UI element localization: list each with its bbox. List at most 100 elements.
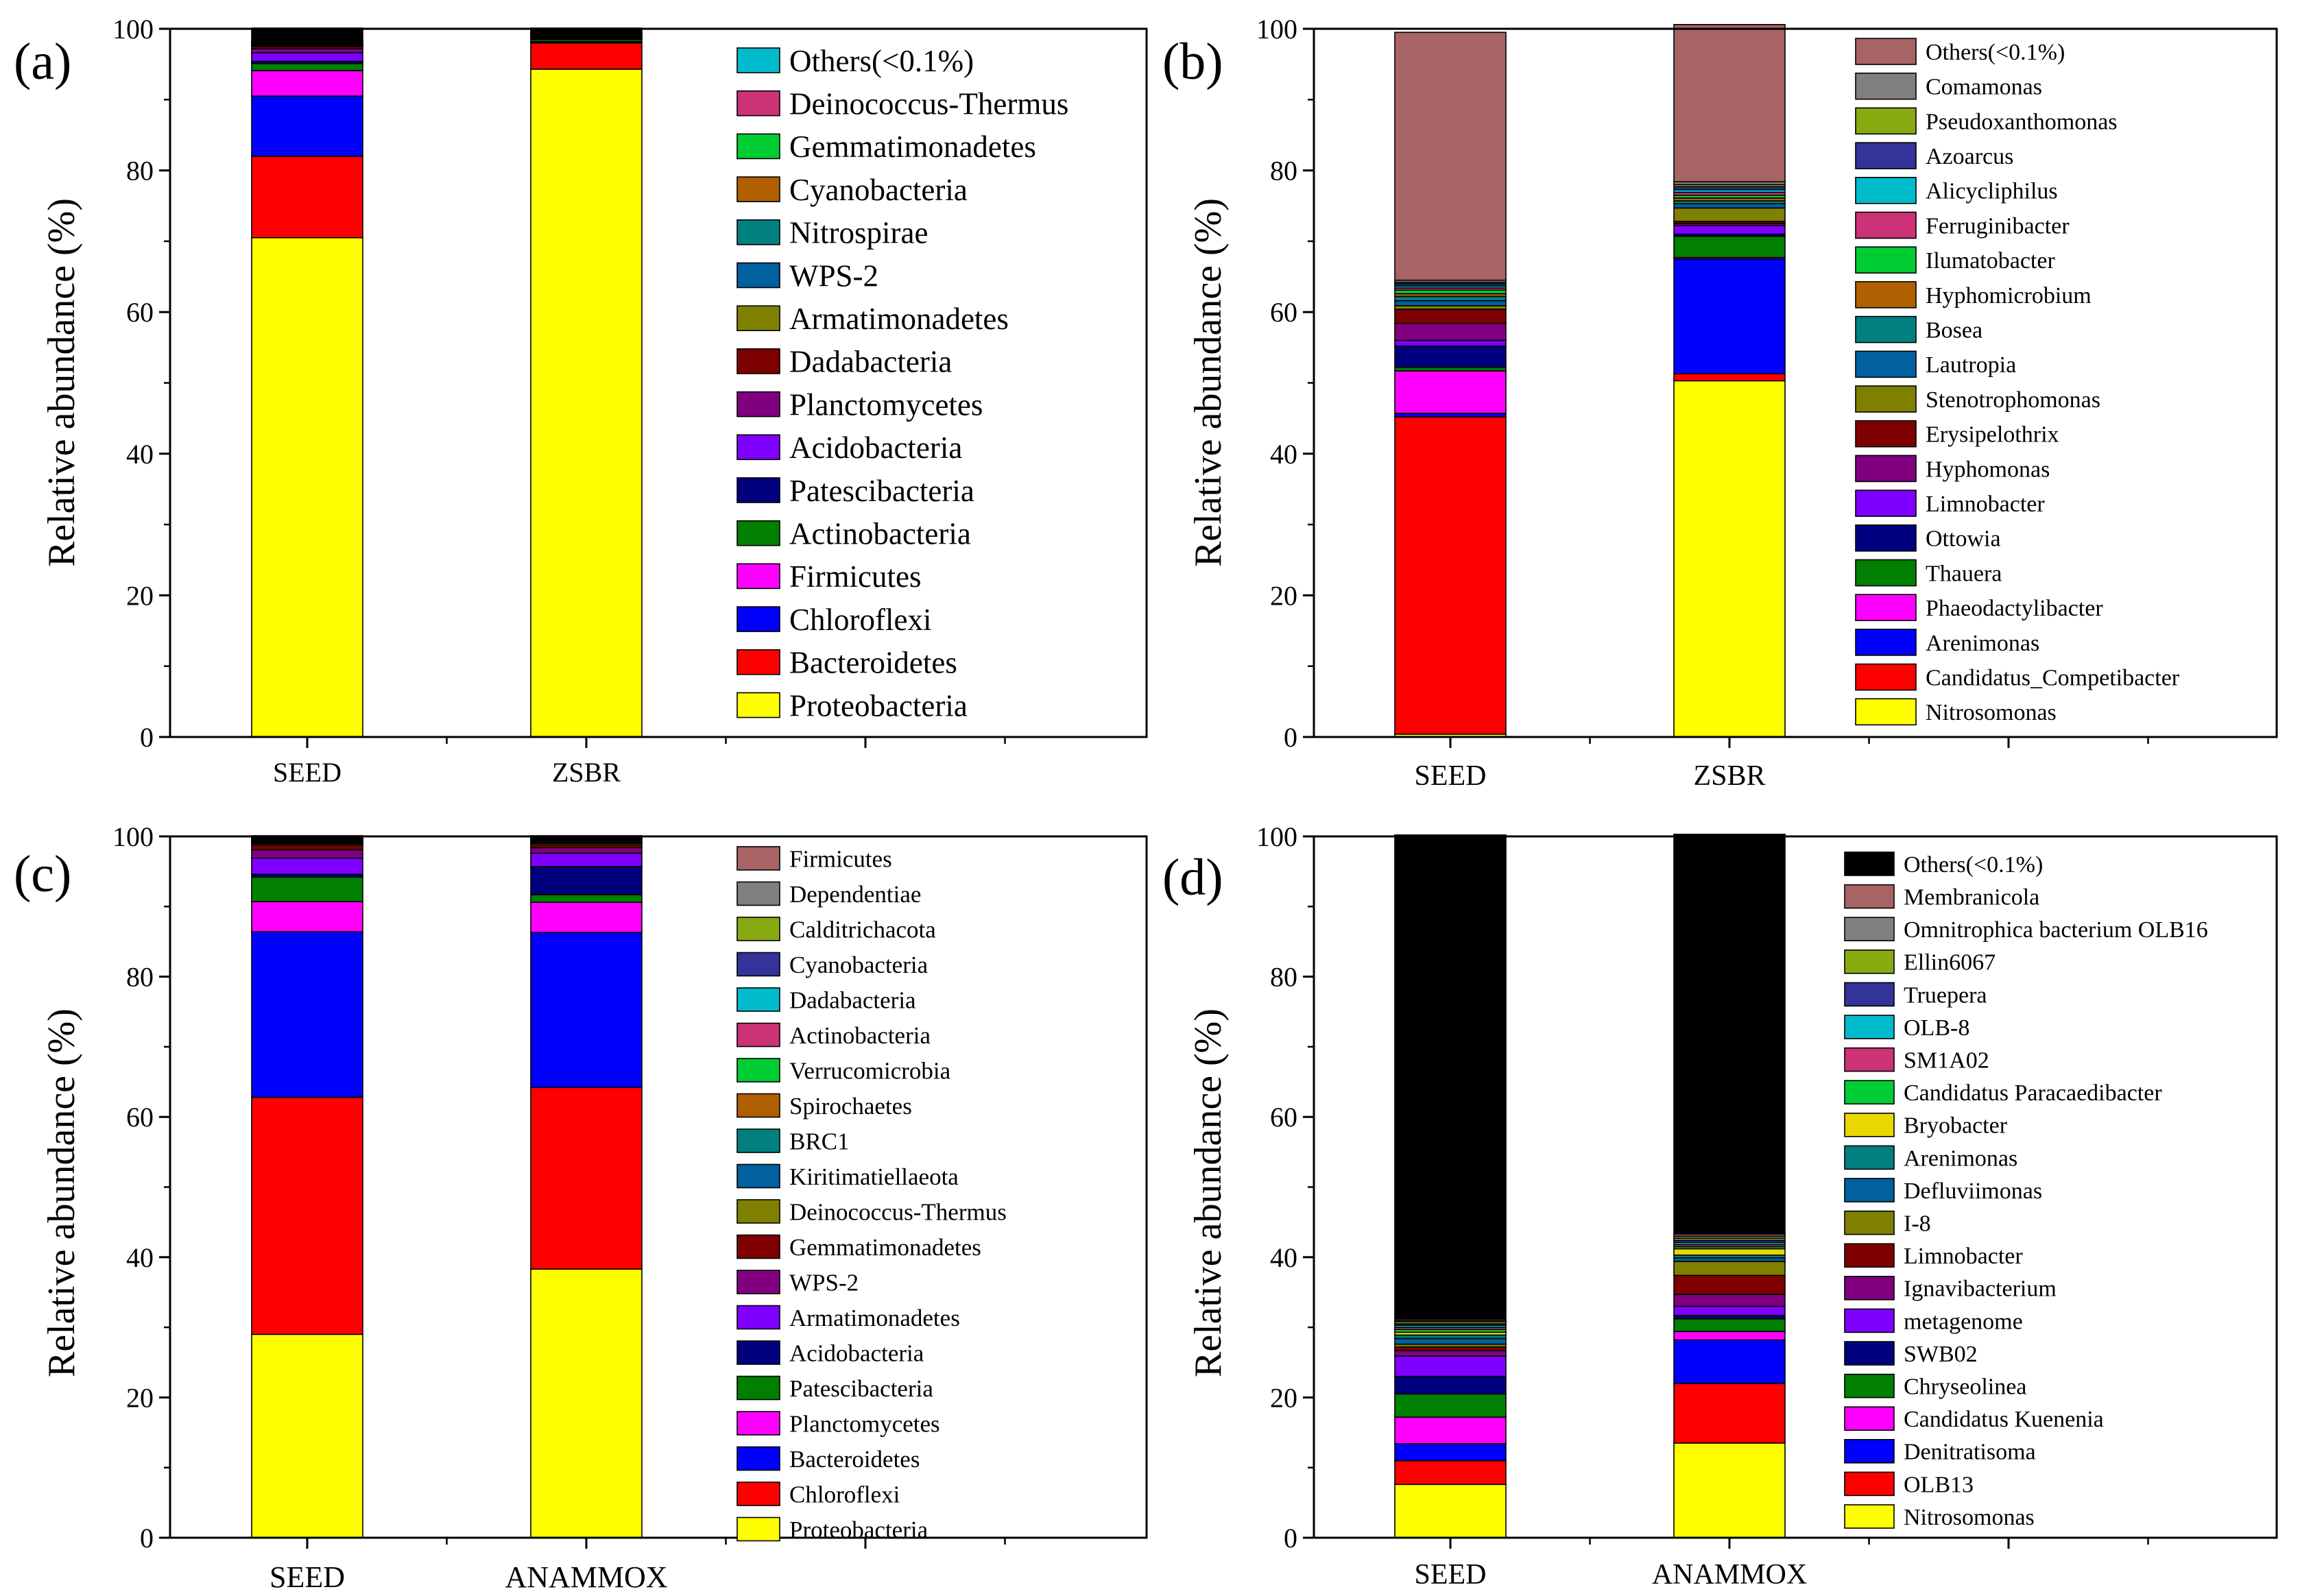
bar-segment-seed-proteobacteria [251,237,363,738]
legend-label-spirochaetes: Spirochaetes [789,1093,912,1120]
y-tick-label: 0 [1284,722,1297,753]
legend-swatch-arenimonas [1844,1145,1895,1170]
legend-label-limnobacter: Limnobacter [1904,1244,2023,1269]
legend-swatch-patescibacteria [736,477,780,503]
y-tick-label: 20 [126,1382,154,1413]
panel-d: 0 20 40 60 80 100 SEED ANAMMOX Relative abundanc… [1162,821,2278,1591]
legend-label-firmicutes: Firmicutes [789,559,921,594]
bar-segment-seed-actinobacteria [251,62,363,71]
bar-segment-anammox-armatimonadetes [530,852,643,867]
legend-swatch-bacteroidetes [736,1446,780,1471]
bar-segment-seed-ottowia [1394,345,1507,368]
bar-segment-anammox-chryseolinea [1673,1318,1786,1333]
legend-label-metagenome: metagenome [1904,1309,2023,1334]
x-category-label-seed: SEED [269,1560,345,1594]
x-category-label-anammox: ANAMMOX [1652,1559,1807,1591]
legend-label-acidobacteria: Acidobacteria [789,1340,924,1366]
y-tick-label: 20 [126,580,154,611]
legend-label-candidatus-kuenenia: Candidatus Kuenenia [1904,1407,2104,1432]
legend-swatch-defluviimonas [1844,1178,1895,1202]
bar-segment-zsbr-stenotrophomonas [1673,207,1786,222]
bar-segment-anammox-denitratisoma [1673,1339,1786,1384]
legend-swatch-calditrichacota [736,917,780,941]
bar-segment-zsbr-thauera [1673,235,1786,258]
legend-label-cyanobacteria: Cyanobacteria [789,173,968,207]
bar-segment-seed-chloroflexi [251,95,363,157]
y-tick-label: 20 [1270,580,1297,611]
legend-swatch-chloroflexi [736,606,780,632]
legend-label-planctomycetes: Planctomycetes [789,387,983,422]
y-tick-label: 80 [126,156,154,186]
legend-swatch-limnobacter [1855,489,1917,517]
bar-segment-zsbr-nitrosomonas [1673,380,1786,738]
legend-swatch-others-0-1 [1855,38,1917,65]
bar-segment-seed-limnobacter [1394,339,1507,347]
panel-label: (a) [14,33,71,90]
panel-label: (d) [1162,849,1223,906]
legend-label-nitrosomonas: Nitrosomonas [1926,700,2057,725]
legend-swatch-planctomycetes [736,1411,780,1436]
legend-swatch-others-0-1 [736,47,780,73]
legend-swatch-planctomycetes [736,391,780,418]
bar-segment-seed-defluviimonas [1394,1338,1507,1345]
legend-swatch-olb-8 [1844,1015,1895,1039]
bar-segment-seed-candidatus-kuenenia [1394,1416,1507,1444]
y-tick-label: 60 [126,1102,154,1133]
bar-segment-seed-patescibacteria [251,876,363,902]
bar-segment-seed-wps-2 [251,849,363,859]
bar-segment-zsbr-proteobacteria [530,69,643,738]
bar-segment-seed-olb13 [1394,1460,1507,1486]
legend-swatch-gemmatimonadetes [736,133,780,160]
legend-label-brc1: BRC1 [789,1128,850,1154]
legend-swatch-cyanobacteria [736,176,780,202]
legend-swatch-arenimonas [1855,629,1917,656]
bar-segment-zsbr-others-0-1 [1673,24,1786,182]
bar-segment-anammox-patescibacteria [530,894,643,903]
legend-swatch-erysipelothrix [1855,420,1917,448]
legend-label-bacteroidetes: Bacteroidetes [789,1446,920,1473]
legend-label-bacteroidetes: Bacteroidetes [789,646,957,680]
legend-swatch-ferruginibacter [1855,211,1917,239]
bar-segment-seed-lautropia [1394,300,1507,306]
legend-swatch-actinobacteria [736,520,780,546]
legend-label-nitrosomonas: Nitrosomonas [1904,1505,2035,1530]
legend-swatch-dependentiae [736,881,780,906]
legend-swatch-patescibacteria [736,1375,780,1401]
legend-label-ignavibacterium: Ignavibacterium [1904,1277,2057,1302]
panel-b: 0 20 40 60 80 100 SEED ZSBR Relative abundance (… [1162,14,2278,792]
legend: Others(<0.1%) Deinococcus-Thermus Gemmatim… [736,44,1068,723]
legend-label-proteobacteria: Proteobacteria [789,1516,929,1543]
legend-label-ferruginibacter: Ferruginibacter [1926,213,2070,239]
legend-swatch-nitrosomonas [1855,698,1917,726]
bar-segment-anammox-i-8 [1673,1261,1786,1277]
bar-segment-seed-gemmatimonadetes [251,845,363,851]
legend-label-wps-2: WPS-2 [789,1269,859,1296]
bar-segment-seed-hyphomonas [1394,322,1507,341]
y-tick-label: 0 [140,1523,154,1553]
legend-label-candidatus-paracaedibacter: Candidatus Paracaedibacter [1904,1080,2162,1106]
legend-swatch-azoarcus [1855,142,1917,169]
legend-label-olb-8: OLB-8 [1904,1015,1969,1041]
legend-label-ellin6067: Ellin6067 [1904,950,1996,976]
legend-label-truepera: Truepera [1904,982,1987,1008]
bar-segment-seed-ignavibacterium [1394,1350,1507,1357]
bar-segment-seed-chryseolinea [1394,1393,1507,1418]
legend-swatch-omnitrophica-bacterium-olb16 [1844,917,1895,941]
bar-segment-seed-others-0-1 [1394,32,1507,281]
legend-label-comamonas: Comamonas [1926,75,2042,100]
bar-segment-seed-candidatus-competibacter [1394,416,1507,735]
legend-swatch-ottowia [1855,524,1917,552]
legend-label-stenotrophomonas: Stenotrophomonas [1926,387,2100,413]
legend-label-wps-2: WPS-2 [789,258,878,293]
x-category-label-anammox: ANAMMOX [505,1560,667,1594]
y-tick-label: 100 [1256,14,1297,45]
bar-segment-anammox-others-0-1 [1673,834,1786,1235]
legend-swatch-proteobacteria [736,692,780,718]
legend-label-ilumatobacter: Ilumatobacter [1926,248,2055,274]
panel-label: (b) [1162,33,1223,90]
legend-label-defluviimonas: Defluviimonas [1904,1178,2042,1204]
bar-segment-seed-armatimonadetes [251,857,363,875]
bar-segment-anammox-nitrosomonas [1673,1442,1786,1538]
legend-swatch-proteobacteria [736,1516,780,1542]
